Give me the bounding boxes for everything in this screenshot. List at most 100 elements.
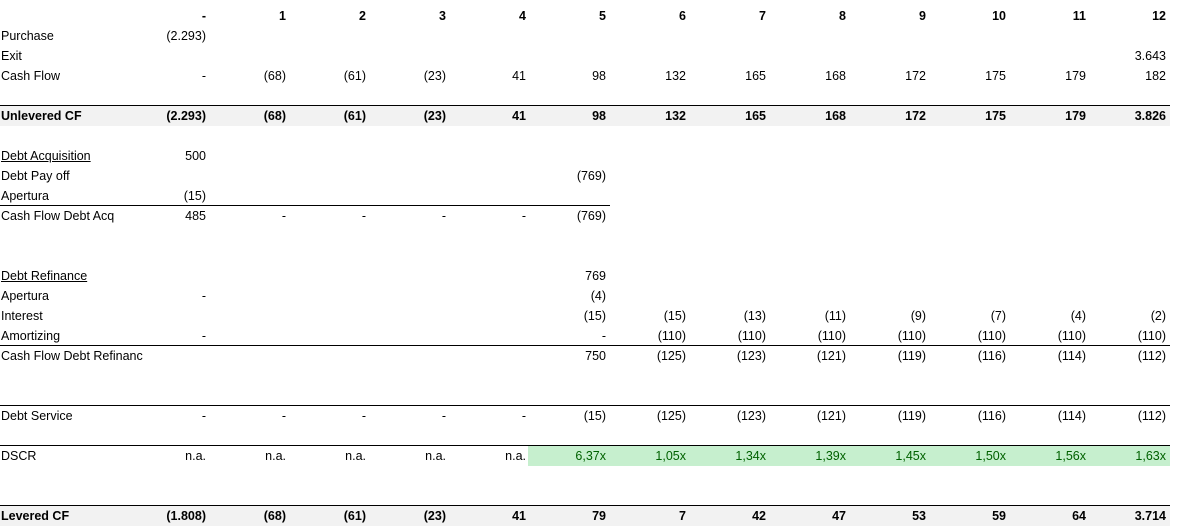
cell: - (521, 209, 526, 223)
cell: - (361, 209, 366, 223)
row-label: Purchase (1, 29, 54, 43)
cell: (110) (897, 329, 926, 343)
cell: 64 (1072, 509, 1086, 523)
cell: 165 (745, 69, 766, 83)
row-label: Debt Acquisition (1, 149, 91, 163)
cell: (110) (737, 329, 766, 343)
cell: 485 (185, 209, 206, 223)
highlight: 6,37x 1,05x 1,34x 1,39x 1,45x 1,50x 1,56x 1,63x (528, 446, 1170, 466)
table-row: Cash Flow - (68) (61) (23) 41 98 132 165 168 172 17… (0, 66, 1170, 86)
cell: 1,56x (1055, 449, 1086, 463)
cell: (112) (1137, 349, 1166, 363)
cell: (110) (657, 329, 686, 343)
cell: 98 (592, 69, 606, 83)
cell: (769) (576, 169, 606, 183)
cell: 750 (585, 349, 606, 363)
cell: (121) (816, 409, 846, 423)
cell: 1,34x (735, 449, 766, 463)
cell: (68) (263, 109, 286, 123)
table-row: Exit 3.643 (0, 46, 1170, 66)
cell: (769) (576, 209, 606, 223)
row-border (0, 205, 610, 206)
cell: (13) (743, 309, 766, 323)
cell: - (441, 409, 446, 423)
cell: (125) (656, 409, 686, 423)
cell: 3.643 (1134, 49, 1166, 63)
cell: 179 (1065, 109, 1086, 123)
cell: (110) (1137, 329, 1166, 343)
cell: (9) (910, 309, 926, 323)
row-border (0, 105, 1170, 106)
cell: 172 (905, 109, 926, 123)
row-label: Exit (1, 49, 22, 63)
column-header: 2 (359, 9, 366, 23)
cell: n.a. (425, 449, 446, 463)
table-row: Debt Refinance 769 (0, 266, 1170, 286)
cell: 3.826 (1134, 109, 1166, 123)
cell: 6,37x (575, 449, 606, 463)
row-label: Cash Flow (1, 69, 61, 83)
table-row: Cash Flow Debt Refinanc 750 (125) (123) (121… (0, 346, 1170, 366)
cell: 179 (1065, 69, 1086, 83)
table-row: Purchase (2.293) (0, 26, 1170, 46)
cell: (112) (1137, 409, 1166, 423)
cell: 1,63x (1135, 449, 1166, 463)
cell: 53 (912, 509, 926, 523)
cell: (15) (583, 409, 606, 423)
cell: 172 (905, 69, 926, 83)
cell: 42 (752, 509, 766, 523)
cell: (7) (990, 309, 1006, 323)
cell: (4) (1070, 309, 1086, 323)
cell: (68) (263, 509, 286, 523)
row-label: Debt Refinance (1, 269, 88, 283)
cell: (15) (583, 309, 606, 323)
column-header: 6 (679, 9, 686, 23)
cell: 175 (985, 69, 1006, 83)
cell: (110) (977, 329, 1006, 343)
cell: (116) (977, 349, 1006, 363)
cell: - (281, 409, 286, 423)
cell: 41 (512, 69, 526, 83)
row-border (0, 405, 1170, 406)
row-label: Cash Flow Debt Acq (1, 209, 115, 223)
cell: 165 (745, 109, 766, 123)
cell: (2.293) (166, 109, 206, 123)
header-row: -1 2 3 4 5 6 7 8 9 10 11 12 (0, 6, 1170, 26)
table-row: Apertura (15) (0, 186, 1170, 206)
cell: (61) (343, 69, 366, 83)
row-label: Cash Flow Debt Refinanc (1, 349, 143, 363)
row-label: Interest (1, 309, 43, 323)
table-row: Interest (15) (15) (13) (11) (9) (7) (4) (2) (0, 306, 1170, 326)
table-row: Unlevered CF (2.293) (68) (61) (23) 41 98 132 16… (0, 106, 1170, 126)
table-row: Levered CF (1.808) (68) (61) (23) 41 79 7 42 47 53… (0, 506, 1170, 526)
cell: 1,50x (975, 449, 1006, 463)
cell: n.a. (345, 449, 366, 463)
column-header: 10 (992, 9, 1006, 23)
cell: (114) (1057, 409, 1086, 423)
cell: - (201, 329, 206, 343)
cell: 59 (992, 509, 1006, 523)
cell: - (521, 409, 526, 423)
row-label: Unlevered CF (1, 109, 82, 123)
cell: 98 (592, 109, 606, 123)
cell: (4) (590, 289, 606, 303)
row-border (0, 445, 1170, 446)
row-label: Amortizing (1, 329, 61, 343)
column-header: 5 (599, 9, 606, 23)
cell: 41 (512, 109, 526, 123)
cell: 500 (185, 149, 206, 163)
cell: 7 (679, 509, 686, 523)
table-row: Amortizing - - (110) (110) (110) (110) (110) (11… (0, 326, 1170, 346)
column-header: 8 (839, 9, 846, 23)
column-header: 11 (1072, 9, 1086, 23)
cell: (110) (817, 329, 846, 343)
cell: (121) (816, 349, 846, 363)
cell: - (361, 409, 366, 423)
column-header: 9 (919, 9, 926, 23)
cell: 1,05x (655, 449, 686, 463)
cell: (1.808) (166, 509, 206, 523)
cell: n.a. (505, 449, 526, 463)
cell: (110) (1057, 329, 1086, 343)
column-header: 1 (279, 9, 286, 23)
column-header: 4 (519, 9, 526, 23)
